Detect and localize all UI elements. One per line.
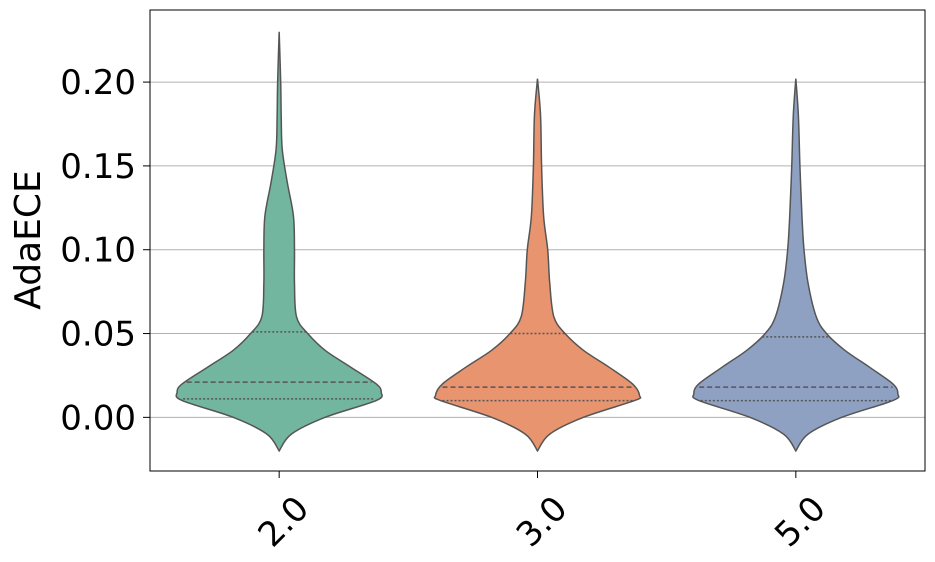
x-tick-label: 5.0 (767, 489, 834, 556)
violin-body (692, 78, 900, 453)
y-tick-label: 0.05 (60, 315, 136, 355)
y-tick-label: 0.10 (60, 231, 136, 271)
y-tick-label: 0.15 (60, 147, 136, 187)
x-tick-label: 3.0 (509, 489, 576, 556)
violin-body (433, 78, 642, 453)
y-axis-label: AdaECE (8, 170, 49, 310)
plot-frame (149, 9, 926, 472)
x-tick-label: 2.0 (251, 489, 318, 556)
violin-body (175, 31, 383, 453)
y-tick-label: 0.20 (60, 63, 136, 103)
y-tick-label: 0.00 (60, 398, 136, 438)
